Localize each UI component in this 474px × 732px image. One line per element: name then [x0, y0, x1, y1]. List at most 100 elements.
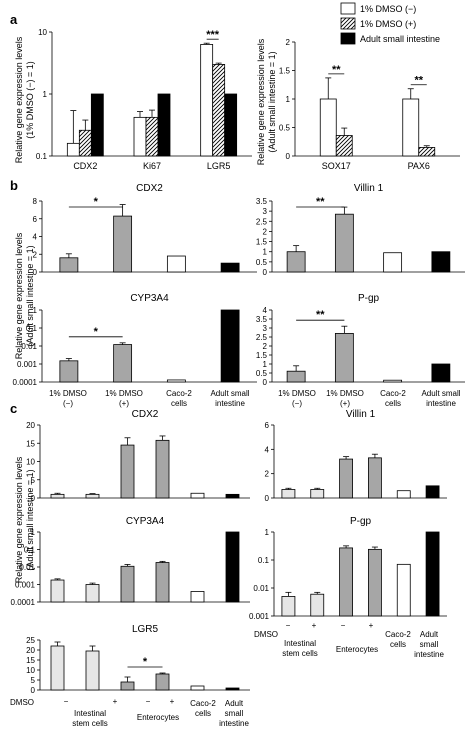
xticks-c-right: DMSO − + − + Intestinal stem cells Enter… [254, 621, 444, 659]
xtick-lgr5-intestine: intestine [219, 719, 249, 728]
bar-c_cyp-0 [50, 579, 65, 603]
ytick-label-a2-2: 1 [286, 95, 291, 104]
xtick-c-caco2: Caco-2 [385, 630, 411, 639]
bar-b_pgp-1 [334, 332, 354, 383]
ytick-label-c_cyp-4: 1 [31, 528, 36, 537]
xtick-b-dmso-minus: 1% DMSO [49, 389, 87, 398]
ylabel-a1-line1: Relative gene expression levels [14, 36, 24, 163]
bar-c_lgr5-5 [225, 687, 240, 691]
chart-title-c_pgp: P-gp [350, 516, 372, 527]
panel-label-c: c [10, 401, 17, 416]
ytick-label-c_lgr5-4: 20 [26, 646, 35, 655]
ytick-label-c_pgp-3: 1 [265, 528, 270, 537]
sig-label-c_lgr5-0: * [143, 656, 148, 668]
ylabel-a1-line2: (1% DMSO (−) = 1) [25, 61, 35, 139]
bar-c_cyp-5 [225, 531, 240, 603]
bar-a2-0-0 [319, 98, 337, 157]
ytick-label-c_pgp-0: 0.001 [249, 612, 270, 621]
bar-c_cdx2-4 [190, 492, 205, 499]
ytick-label-a2-4: 2 [286, 38, 291, 47]
chart-title-c_lgr5: LGR5 [132, 624, 159, 635]
chart-title-c_villin: Villin 1 [346, 409, 376, 420]
ytick-label-b_pgp-3: 1.5 [256, 351, 268, 360]
ytick-label-c_cdx2-4: 20 [26, 421, 35, 430]
xtick-c-adult: Adult [420, 630, 439, 639]
panel-label-a: a [10, 12, 18, 27]
ytick-label-c_pgp-2: 0.1 [258, 556, 270, 565]
chart-c_villin: 0 2 4 6 Villin 1 [265, 409, 447, 503]
bar-b_villin-2 [383, 252, 403, 273]
legend-swatch-adult [340, 32, 356, 45]
xtick-lgr5-enterocytes: Enterocytes [137, 713, 179, 722]
bar-c_cdx2-1 [85, 493, 100, 499]
bar-c_villin-3 [368, 457, 382, 499]
bar-b_villin-3 [431, 251, 451, 273]
xtick-lgr5-adult: Adult [225, 699, 244, 708]
ytick-label-b_pgp-7: 3.5 [256, 315, 268, 324]
bar-b_cdx2-0 [59, 257, 79, 273]
sig-label-b_villin-0: ** [316, 196, 325, 208]
chart-b_cyp: 0.0001 0.001 0.01 0.1 1 CYP3A4 * [13, 293, 257, 387]
bar-c_pgp-3 [368, 548, 382, 617]
bar-c_villin-1 [310, 489, 325, 499]
bar-a1-0-2 [90, 93, 104, 157]
ytick-label-b_cyp-2: 0.01 [21, 342, 37, 351]
xtick-lgr5-caco2: Caco-2 [190, 699, 216, 708]
bar-b_cdx2-3 [220, 262, 240, 273]
bar-a2-0-1 [335, 135, 353, 157]
panel-label-b: b [10, 178, 18, 193]
chart-b_villin: 00.511.5 22.533.5 Villin 1 ** [256, 183, 465, 277]
bar-c_lgr5-2 [120, 681, 135, 691]
ytick-label-c_lgr5-1: 5 [31, 676, 36, 685]
bar-c_cdx2-0 [50, 493, 65, 499]
sig-label-b_cyp-0: * [94, 326, 99, 338]
ylabel-c-line2: (Adult small intestine = 1) [25, 469, 35, 570]
ytick-label-c_cyp-0: 0.0001 [11, 598, 36, 607]
ylabel-a2-line2: (Adult small intestine = 1) [267, 51, 277, 152]
ytick-label-b_villin-2: 1 [263, 248, 268, 257]
ytick-label-c_pgp-1: 0.01 [253, 584, 269, 593]
xtick-b2-dmso-plus: 1% DMSO [326, 389, 364, 398]
ytick-label-c_lgr5-0: 0 [31, 686, 36, 695]
chart-b_cdx2: 0 2 4 6 8 CDX2 * [33, 183, 257, 277]
ytick-label-b_villin-7: 3.5 [256, 197, 268, 206]
xtick-c-stem-line2: stem cells [282, 649, 318, 658]
xtick-label-a2-1: PAX6 [408, 161, 430, 171]
sig-label-a2-1: ** [414, 75, 423, 87]
chart-title-b_cdx2: CDX2 [136, 183, 163, 194]
bar-a1-1-2 [157, 93, 171, 157]
ytick-label-c_villin-3: 6 [265, 421, 270, 430]
bar-c_cdx2-5 [225, 493, 240, 499]
xtick-b-caco2: Caco-2 [166, 389, 192, 398]
sig-label-b_pgp-0: ** [316, 309, 325, 321]
chart-c_pgp: 0.001 0.01 0.1 1 P-gp [249, 516, 447, 621]
xtick-c-caco2-cells: cells [390, 640, 406, 649]
bar-c_cyp-2 [120, 565, 135, 603]
xtick-lgr5-sign-3: − [146, 697, 151, 706]
bar-c_pgp-0 [281, 596, 296, 617]
xtick-b-adult: Adult small [210, 389, 249, 398]
ytick-label-b_pgp-6: 3 [263, 324, 268, 333]
ytick-label-b_villin-1: 0.5 [256, 258, 268, 267]
ytick-label-b_pgp-8: 4 [263, 306, 268, 315]
bar-b_cdx2-1 [113, 215, 133, 273]
ytick-label-b_cdx2-3: 6 [33, 215, 38, 224]
legend-swatch-dmso-plus [340, 17, 356, 30]
bar-c_villin-2 [339, 458, 353, 499]
bar-b_pgp-0 [286, 370, 306, 383]
ytick-label-b_pgp-4: 2 [263, 342, 268, 351]
bar-b_cyp-0 [59, 360, 79, 383]
xtick-b-dmso-plus: 1% DMSO [105, 389, 143, 398]
bar-c_lgr5-3 [155, 673, 170, 691]
legend-label-adult: Adult small intestine [360, 34, 440, 44]
xtick-lgr5-dmso: DMSO [10, 698, 34, 707]
bar-c_lgr5-1 [85, 650, 100, 691]
ytick-label-b_cdx2-0: 0 [33, 268, 38, 277]
ytick-label-b_villin-6: 3 [263, 207, 268, 216]
ytick-label-c_cyp-2: 0.01 [19, 563, 35, 572]
ytick-label-b_villin-3: 1.5 [256, 238, 268, 247]
xtick-b2-caco2: Caco-2 [380, 389, 406, 398]
bar-b_villin-1 [334, 213, 354, 273]
